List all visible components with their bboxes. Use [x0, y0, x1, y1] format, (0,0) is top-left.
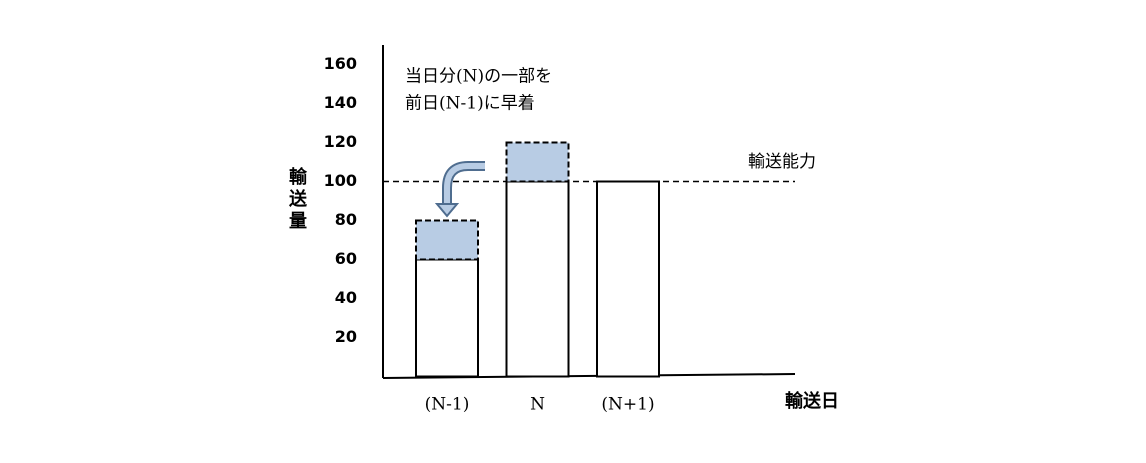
annotation: 前日(N-1)に早着 [405, 94, 535, 114]
y-tick-label: 20 [335, 327, 357, 346]
y-tick-label: 80 [335, 210, 357, 229]
x-tick-label: (N-1) [425, 395, 470, 415]
bar [505, 180, 570, 378]
x-axis-label: 輸送日 [785, 390, 839, 412]
bar [415, 258, 479, 378]
shift-arrow [434, 161, 485, 218]
y-tick-label: 60 [335, 249, 357, 268]
y-tick-label: 120 [324, 132, 357, 151]
shifted-segment [415, 219, 479, 261]
annotation: 当日分(N)の一部を [405, 67, 552, 87]
capacity-label: 輸送能力 [748, 152, 816, 172]
y-tick-label: 160 [324, 54, 357, 73]
y-tick-label: 140 [324, 93, 357, 112]
y-tick-label: 100 [324, 171, 357, 190]
bar [596, 180, 660, 378]
y-axis-label: 輸送量 [286, 166, 308, 233]
y-tick-label: 40 [335, 288, 357, 307]
x-tick-label: (N+1) [601, 395, 654, 415]
x-tick-label: N [530, 395, 545, 415]
shifted-segment [505, 141, 570, 183]
